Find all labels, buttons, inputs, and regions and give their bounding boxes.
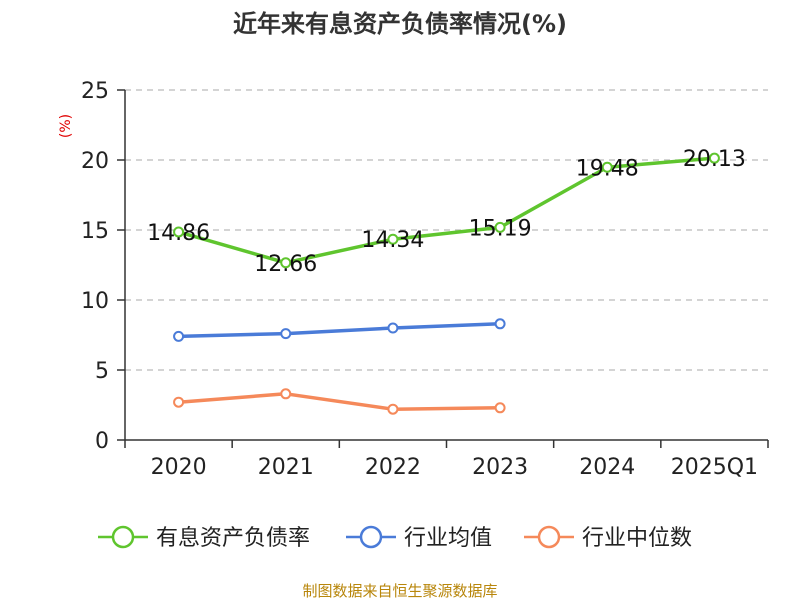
axes: 0 5 10 15 20 25 2020 2021 2022 2023 2024 2025Q1 bbox=[81, 79, 769, 480]
y-tick-label: 25 bbox=[81, 79, 109, 104]
legend: 有息资产负债率 行业均值 行业中位数 bbox=[98, 525, 692, 551]
series-line bbox=[176, 156, 717, 265]
y-tick-label: 0 bbox=[95, 429, 109, 454]
y-tick-label: 20 bbox=[81, 149, 109, 174]
chart-title: 近年来有息资产负债率情况(%) bbox=[233, 10, 567, 38]
legend-label: 有息资产负债率 bbox=[156, 526, 310, 551]
data-point bbox=[280, 388, 292, 400]
y-tick-label: 15 bbox=[81, 219, 109, 244]
data-point bbox=[494, 318, 506, 330]
series-line bbox=[176, 322, 502, 339]
x-tick-label: 2025Q1 bbox=[671, 455, 758, 480]
legend-marker bbox=[537, 525, 561, 549]
data-point bbox=[173, 226, 185, 238]
data-point bbox=[708, 152, 720, 164]
legend-marker bbox=[111, 525, 135, 549]
data-point bbox=[173, 396, 185, 408]
y-tick-label: 10 bbox=[81, 289, 109, 314]
series-layer bbox=[173, 152, 720, 415]
legend-marker bbox=[359, 525, 383, 549]
x-tick-label: 2022 bbox=[365, 455, 421, 480]
y-axis-unit-label: (%) bbox=[58, 114, 74, 138]
data-label: 20.13 bbox=[683, 147, 746, 172]
data-point bbox=[280, 328, 292, 340]
data-point bbox=[494, 402, 506, 414]
series-line bbox=[176, 392, 502, 411]
legend-label: 行业均值 bbox=[404, 526, 492, 551]
data-point bbox=[280, 257, 292, 269]
data-labels: 14.86 12.66 14.34 15.19 19.48 20.13 bbox=[147, 147, 746, 277]
data-label: 12.66 bbox=[254, 252, 317, 277]
gridlines bbox=[125, 89, 768, 371]
data-point bbox=[387, 403, 399, 415]
legend-label: 行业中位数 bbox=[582, 526, 692, 551]
x-tick-label: 2020 bbox=[151, 455, 207, 480]
source-note: 制图数据来自恒生聚源数据库 bbox=[302, 582, 497, 600]
y-tick-label: 5 bbox=[95, 359, 109, 384]
data-label: 15.19 bbox=[469, 216, 532, 241]
data-point bbox=[387, 233, 399, 245]
data-label: 14.34 bbox=[361, 228, 424, 253]
x-tick-label: 2023 bbox=[472, 455, 528, 480]
x-tick-label: 2021 bbox=[258, 455, 314, 480]
data-point bbox=[601, 161, 613, 173]
data-point bbox=[173, 330, 185, 342]
data-point bbox=[494, 221, 506, 233]
data-label: 19.48 bbox=[576, 156, 639, 181]
data-point bbox=[387, 322, 399, 334]
data-label: 14.86 bbox=[147, 221, 210, 246]
x-tick-label: 2024 bbox=[579, 455, 635, 480]
